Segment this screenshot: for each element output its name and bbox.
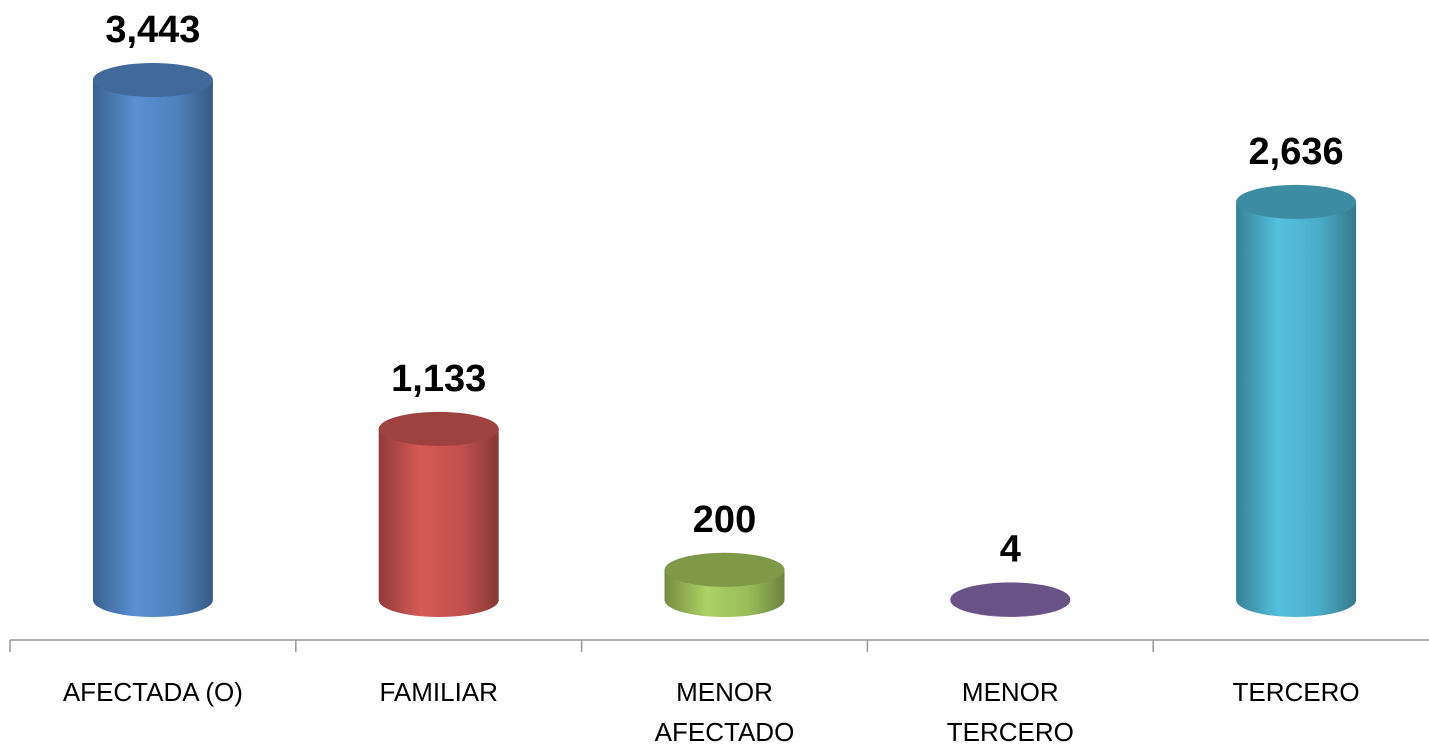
x-tick-label: FAMILIAR	[299, 672, 579, 712]
x-tick-label: MENOR AFECTADO	[585, 672, 865, 749]
value-label: 4	[1000, 528, 1021, 570]
bar	[93, 80, 213, 617]
x-tick-label: MENOR TERCERO	[870, 672, 1150, 749]
chart: 3,443 1,133 200 4 2,636 AFECTADA (O)FAMILIAR…	[0, 0, 1429, 749]
bar-top	[379, 412, 499, 446]
bar	[379, 429, 499, 617]
value-label: 3,443	[105, 9, 200, 51]
value-label: 200	[693, 499, 756, 541]
value-label: 1,133	[391, 358, 486, 400]
bar-top	[665, 553, 785, 587]
bar-top	[950, 582, 1070, 616]
bar-top	[1236, 185, 1356, 219]
x-tick-label: TERCERO	[1156, 672, 1429, 712]
bar-top	[93, 63, 213, 97]
bar	[1236, 202, 1356, 617]
value-label: 2,636	[1249, 131, 1344, 173]
chart-plot: 3,443 1,133 200 4 2,636	[0, 0, 1429, 749]
x-tick-label: AFECTADA (O)	[13, 672, 293, 712]
